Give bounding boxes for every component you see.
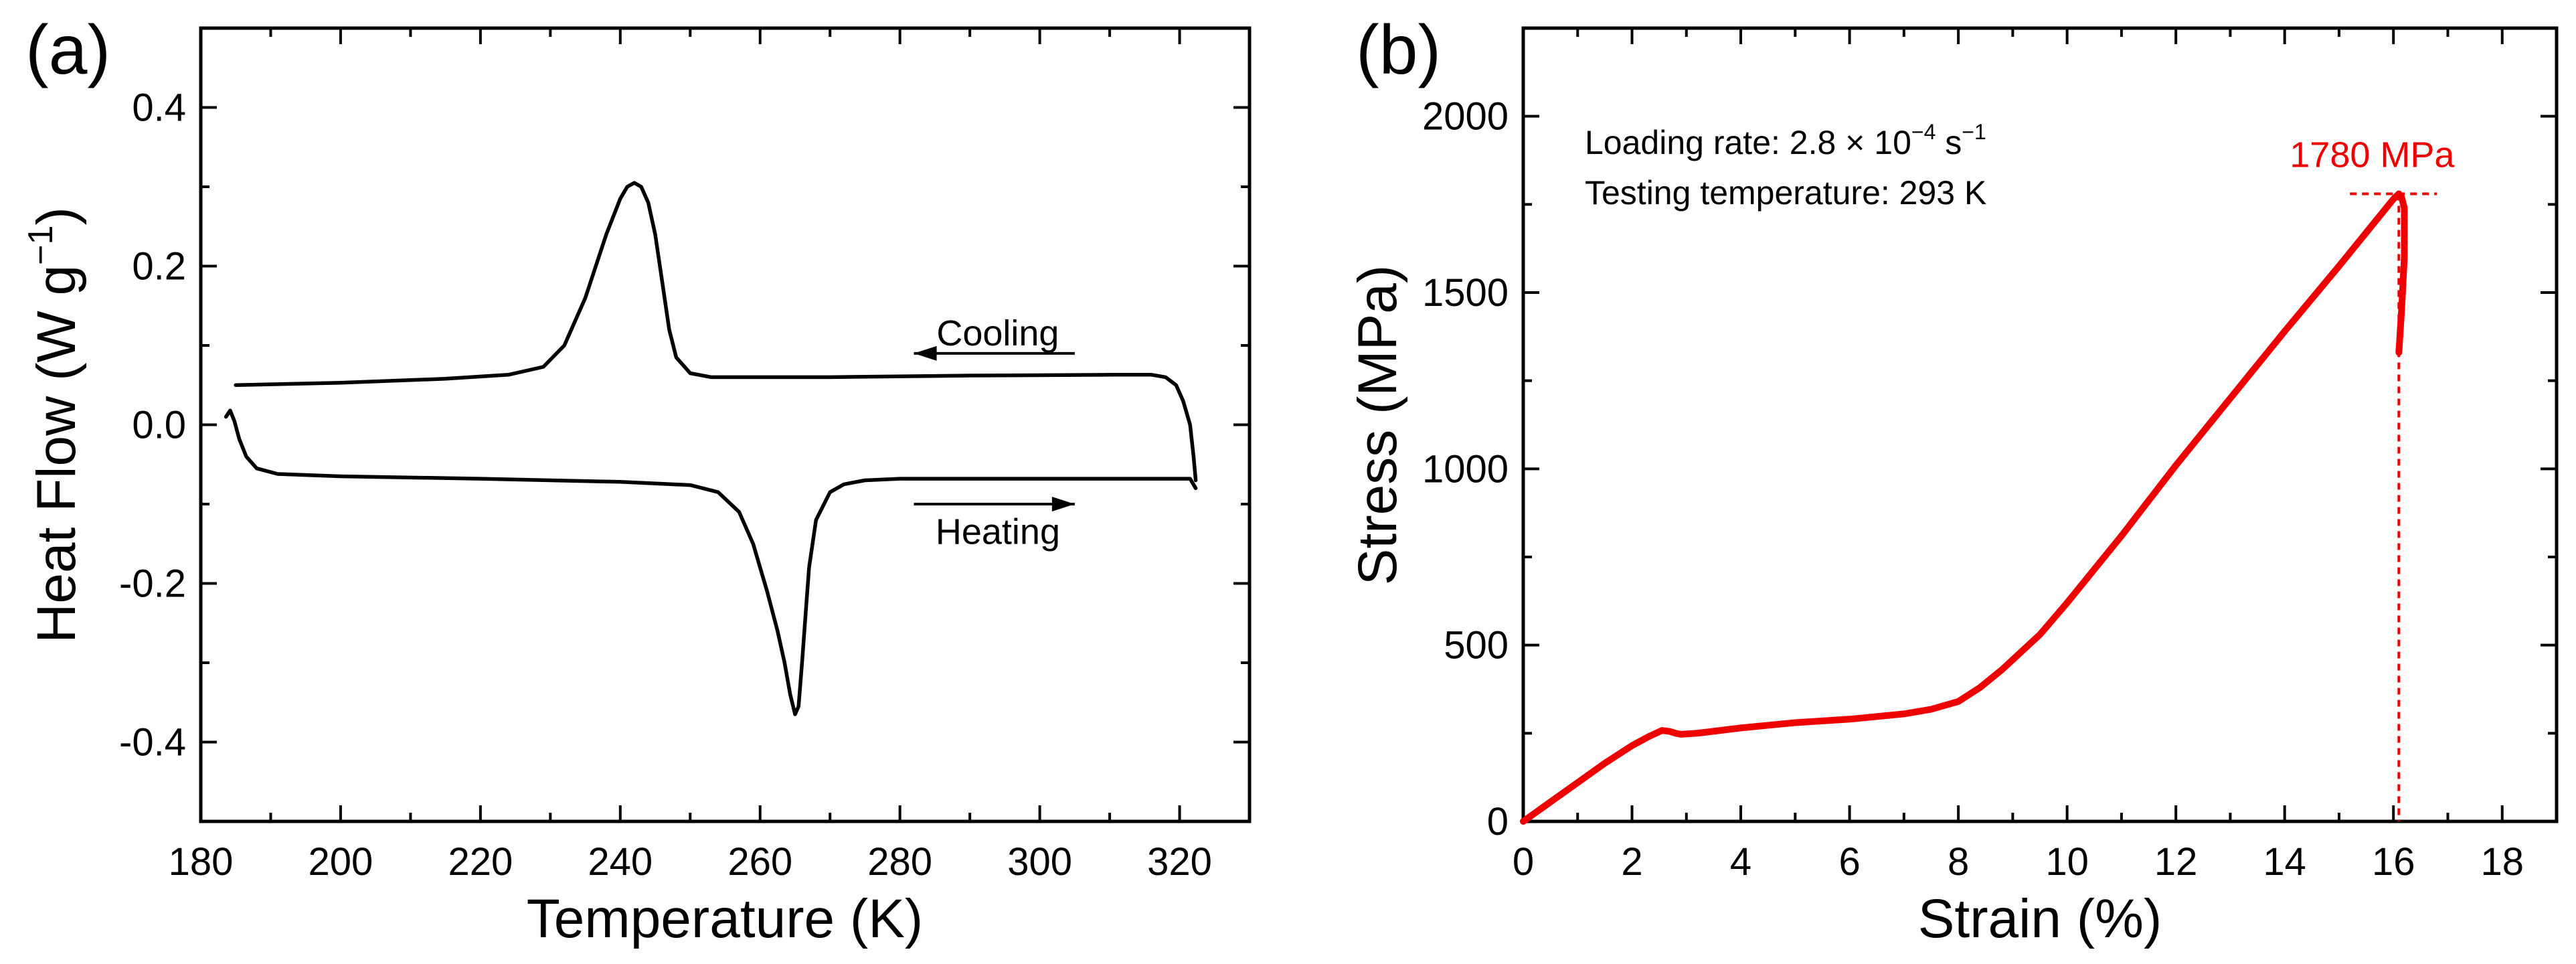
panel-a-x-axis-label: Temperature (K) [527,888,923,949]
panel-a-x-tick-label: 180 [169,840,234,884]
panel-a-x-tick-label: 320 [1147,840,1212,884]
panel-b-x-tick-label: 2 [1621,840,1642,884]
panel-b-legend-line-1: Loading rate: 2.8 × 10−4 s−1 [1585,120,1986,161]
panel-a-y-tick-label: 0.4 [132,86,186,130]
panel-b-loading-rate-unit: s [1936,124,1962,161]
panel-a-y-tick-label: -0.4 [119,721,186,765]
panel-a-heating-label: Heating [936,511,1060,552]
panel-b-series-line-stress-strain [1520,190,2408,825]
panel-b-peak-label: 1780 MPa [2290,135,2455,175]
panel-b-y-tick-label: 500 [1444,624,1509,667]
panel-a-heat-flow-chart: (a) 180 200 220 240 260 280 300 320 -0.4 -0.2 0.0 0… [21,11,1252,949]
panel-b-plot-frame [1521,26,2559,823]
panel-a-label: (a) [25,11,110,89]
panel-b-label: (b) [1356,11,1441,89]
panel-b-stress-strain-chart: (b) 0 2 4 6 8 10 12 14 16 18 0 500 1000 1500 2000 1780… [1347,11,2559,949]
panel-b-x-axis-label: Strain (%) [1918,888,2162,949]
panel-a-x-tick-label: 300 [1007,840,1072,884]
panel-b-peak-marker: 1780 MPa [2290,135,2455,821]
panel-a-x-tick-label: 240 [588,840,653,884]
panel-b-loading-rate-prefix: Loading rate: 2.8 × 10 [1585,124,1911,161]
panel-b-x-tick-label: 6 [1838,840,1860,884]
panel-a-series [224,181,1198,716]
panel-a-series-line-cooling [234,181,1198,483]
panel-b-y-tick-label: 1500 [1422,271,1509,315]
panel-b-x-tick-label: 14 [2263,840,2306,884]
panel-a-x-tick-label: 220 [448,840,513,884]
panel-a-y-tick-label: 0.2 [132,245,186,289]
panel-a-cooling-label: Cooling [936,313,1059,353]
panel-a-annotations: Cooling Heating [914,313,1075,552]
panel-b-x-tick-label: 10 [2045,840,2089,884]
panel-b-legend-line-2: Testing temperature: 293 K [1585,174,1986,212]
panel-a-cooling-arrow-head [914,345,937,361]
panel-b-x-tick-label: 8 [1948,840,1969,884]
panel-b-ticks: 0 2 4 6 8 10 12 14 16 18 0 500 1000 1500 2000 [1422,27,2557,884]
panel-a-series-line-heating [224,408,1198,716]
panel-a-y-axis-label: Heat Flow (W g−1) [21,207,87,643]
panel-b-x-tick-label: 18 [2480,840,2524,884]
panel-b-loading-rate-exp: −4 [1911,120,1936,144]
panel-a-ticks: 180 200 220 240 260 280 300 320 -0.4 -0.2 0.0 0.2 0.… [119,27,1250,884]
panel-a-plot-frame [199,26,1252,823]
panel-b-y-tick-label: 1000 [1422,447,1509,491]
panel-b-x-tick-label: 12 [2154,840,2198,884]
panel-b-x-tick-label: 4 [1730,840,1751,884]
panel-a-y-tick-label: 0.0 [132,404,186,447]
panel-a-x-tick-label: 260 [727,840,792,884]
panel-a-y-axis-label-main: Heat Flow (W g [26,265,87,643]
panel-a-y-tick-label: -0.2 [119,562,186,606]
panel-b-x-tick-label: 0 [1513,840,1534,884]
panel-a-x-tick-label: 280 [867,840,932,884]
panel-a-x-tick-label: 200 [309,840,373,884]
panel-b-series [1520,190,2408,825]
panel-b-x-tick-label: 16 [2372,840,2415,884]
panel-b-y-tick-label: 0 [1487,800,1509,843]
panel-a-y-axis-label-close: ) [26,207,87,225]
panel-b-y-tick-label: 2000 [1422,95,1509,139]
panel-a-heating-arrow-head [1051,497,1075,511]
panel-b-loading-rate-unit-exp: −1 [1962,120,1986,144]
panel-a-y-axis-label-sup: −1 [21,226,60,265]
panel-b-y-axis-label: Stress (MPa) [1347,265,1408,585]
